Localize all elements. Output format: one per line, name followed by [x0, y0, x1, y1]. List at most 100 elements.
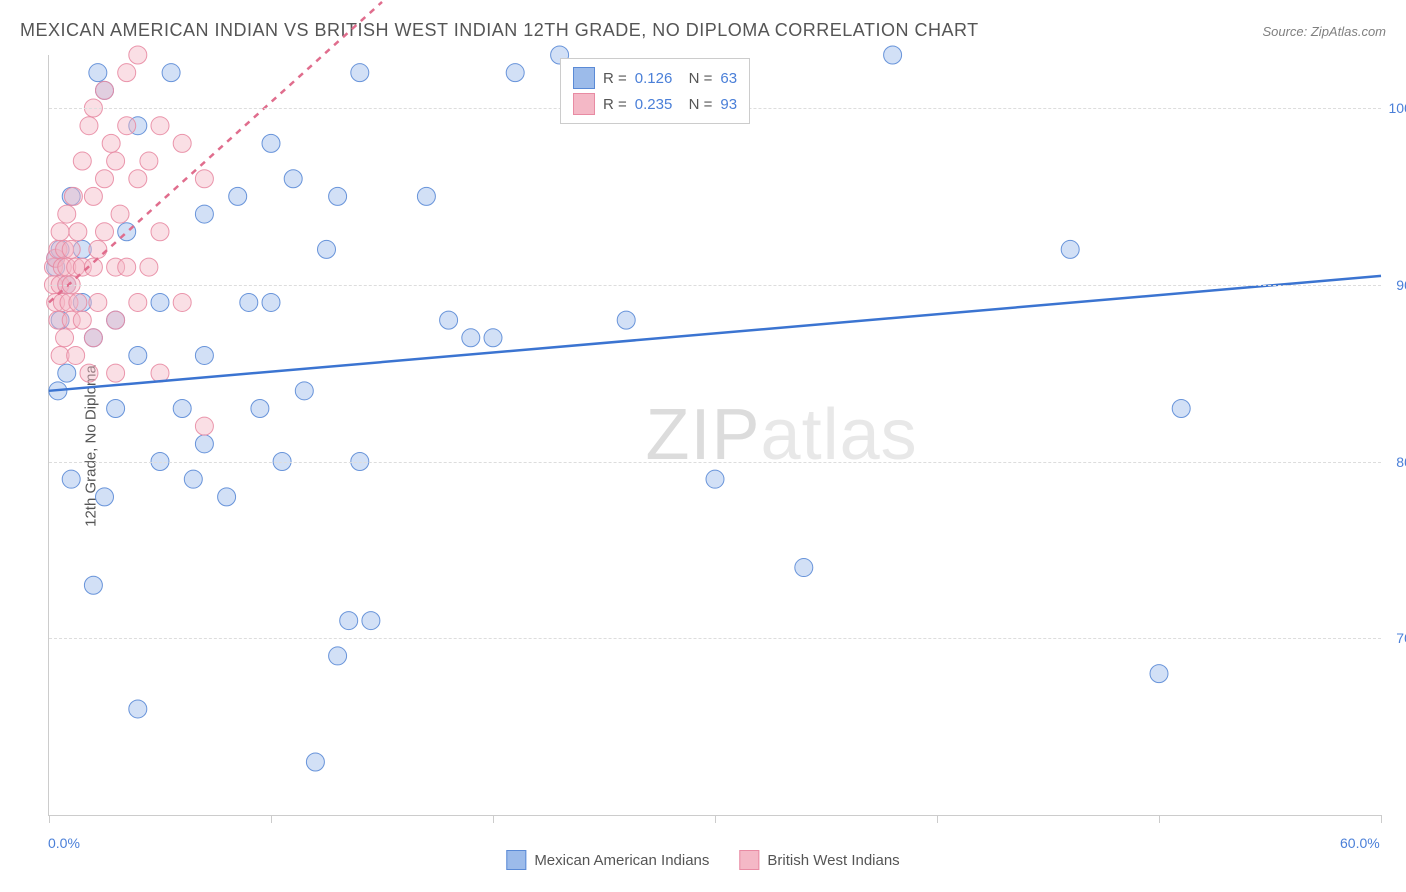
data-point [102, 134, 120, 152]
x-tick [715, 815, 716, 823]
series-legend: Mexican American Indians British West In… [506, 850, 899, 870]
y-tick-label: 90.0% [1396, 277, 1406, 293]
data-point [69, 223, 87, 241]
data-point [195, 346, 213, 364]
data-point [195, 205, 213, 223]
data-point [162, 64, 180, 82]
legend-row: R = 0.126 N = 63 [573, 65, 737, 91]
y-tick-label: 100.0% [1389, 100, 1406, 116]
data-point [318, 240, 336, 258]
legend-r-value: 0.126 [635, 70, 673, 87]
data-point [884, 46, 902, 64]
legend-stat-label: N = [680, 70, 712, 87]
data-point [84, 576, 102, 594]
legend-swatch [573, 67, 595, 89]
x-tick [1381, 815, 1382, 823]
legend-swatch [573, 93, 595, 115]
source-label: Source: ZipAtlas.com [1262, 24, 1386, 39]
gridline [49, 462, 1381, 463]
data-point [173, 293, 191, 311]
data-point [1172, 399, 1190, 417]
data-point [140, 258, 158, 276]
data-point [240, 293, 258, 311]
data-point [329, 647, 347, 665]
data-point [58, 364, 76, 382]
data-point [506, 64, 524, 82]
data-point [417, 187, 435, 205]
data-point [484, 329, 502, 347]
data-point [151, 117, 169, 135]
data-point [184, 470, 202, 488]
legend-label: British West Indians [767, 852, 899, 869]
x-tick [49, 815, 50, 823]
data-point [56, 329, 74, 347]
data-point [140, 152, 158, 170]
trend-line [49, 2, 382, 302]
data-point [440, 311, 458, 329]
data-point [151, 223, 169, 241]
data-point [462, 329, 480, 347]
data-point [111, 205, 129, 223]
data-point [262, 134, 280, 152]
data-point [58, 205, 76, 223]
legend-swatch [739, 850, 759, 870]
data-point [1061, 240, 1079, 258]
data-point [706, 470, 724, 488]
data-point [173, 134, 191, 152]
data-point [118, 117, 136, 135]
data-point [173, 399, 191, 417]
data-point [284, 170, 302, 188]
data-point [229, 187, 247, 205]
data-point [84, 187, 102, 205]
data-point [96, 170, 114, 188]
data-point [129, 170, 147, 188]
x-tick [271, 815, 272, 823]
legend-n-value: 63 [720, 70, 737, 87]
data-point [329, 187, 347, 205]
data-point [195, 435, 213, 453]
data-point [295, 382, 313, 400]
data-point [795, 559, 813, 577]
data-point [62, 470, 80, 488]
gridline [49, 285, 1381, 286]
data-point [89, 240, 107, 258]
x-tick [1159, 815, 1160, 823]
data-point [340, 612, 358, 630]
data-point [129, 293, 147, 311]
data-point [84, 329, 102, 347]
data-point [1150, 665, 1168, 683]
data-point [80, 364, 98, 382]
data-point [129, 346, 147, 364]
data-point [89, 293, 107, 311]
data-point [51, 223, 69, 241]
data-point [195, 170, 213, 188]
legend-item: Mexican American Indians [506, 850, 709, 870]
chart-title: MEXICAN AMERICAN INDIAN VS BRITISH WEST … [20, 20, 979, 41]
x-tick [937, 815, 938, 823]
data-point [306, 753, 324, 771]
legend-row: R = 0.235 N = 93 [573, 91, 737, 117]
data-point [617, 311, 635, 329]
data-point [218, 488, 236, 506]
correlation-legend: R = 0.126 N = 63 R = 0.235 N = 93 [560, 58, 750, 124]
data-point [362, 612, 380, 630]
data-point [118, 258, 136, 276]
legend-swatch [506, 850, 526, 870]
legend-stat-label: N = [680, 96, 712, 113]
gridline [49, 638, 1381, 639]
data-point [73, 311, 91, 329]
data-point [129, 700, 147, 718]
data-point [107, 399, 125, 417]
legend-stat-label: R = [603, 96, 627, 113]
y-tick-label: 70.0% [1396, 630, 1406, 646]
legend-label: Mexican American Indians [534, 852, 709, 869]
legend-n-value: 93 [720, 96, 737, 113]
y-tick-label: 80.0% [1396, 454, 1406, 470]
data-point [107, 152, 125, 170]
data-point [195, 417, 213, 435]
data-point [64, 187, 82, 205]
data-point [69, 293, 87, 311]
legend-stat-label: R = [603, 70, 627, 87]
data-point [96, 223, 114, 241]
data-point [151, 293, 169, 311]
